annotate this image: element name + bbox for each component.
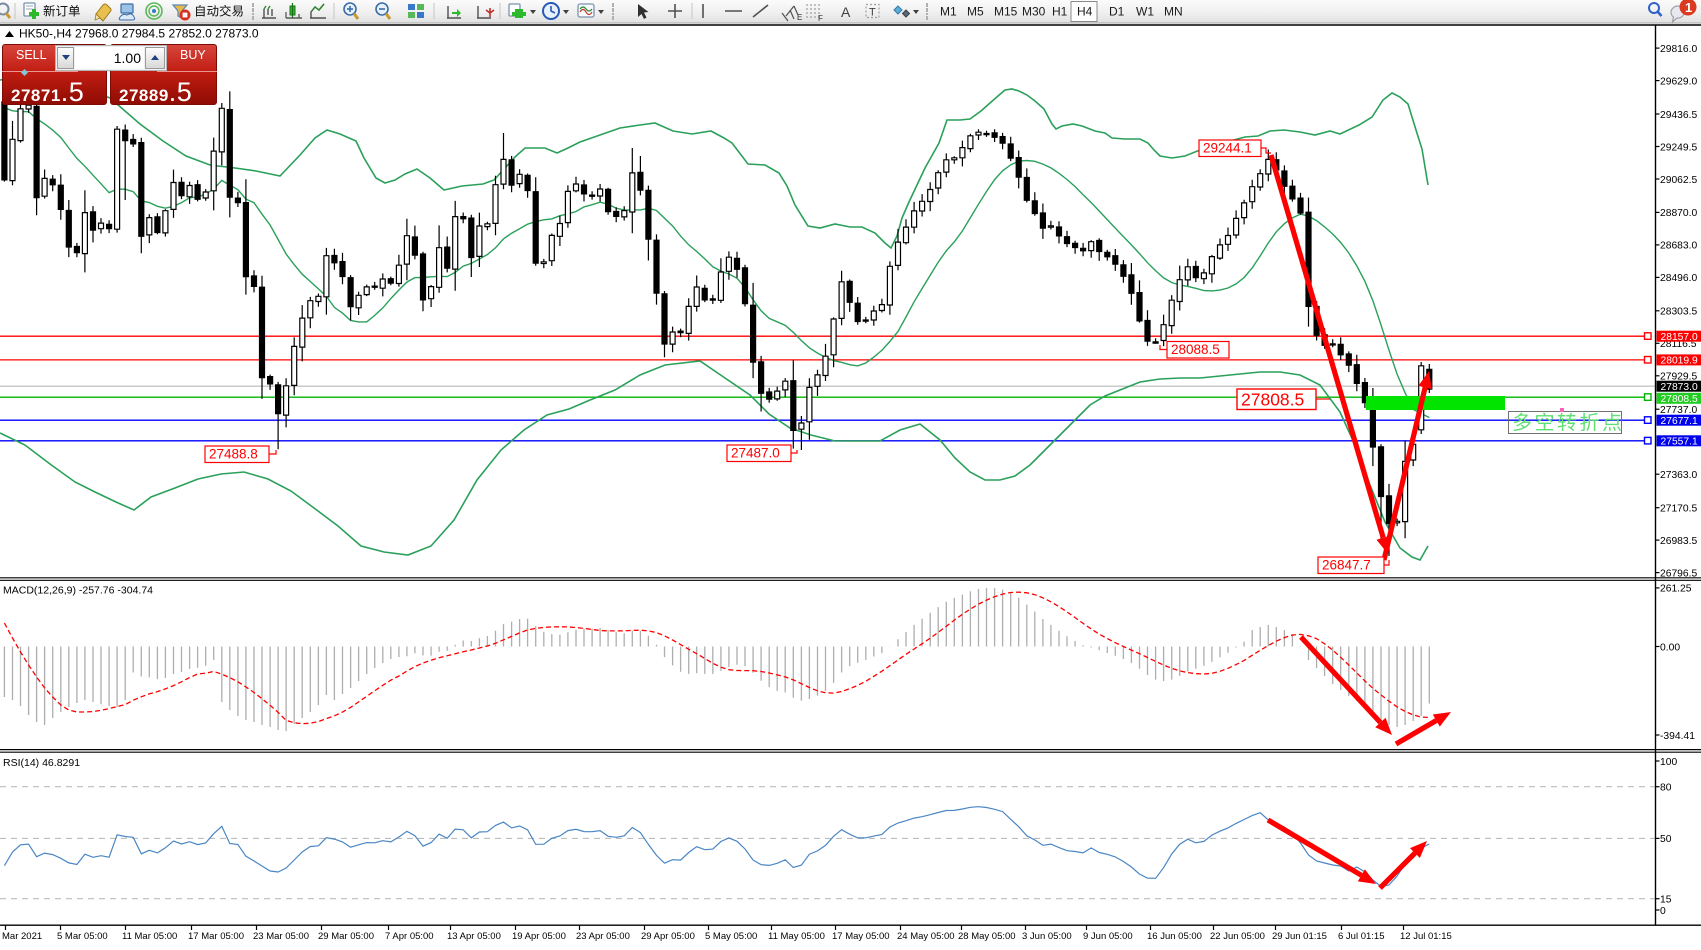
svg-text:29249.5: 29249.5 (1660, 142, 1697, 153)
svg-text:28019.9: 28019.9 (1661, 356, 1698, 367)
svg-text:261.25: 261.25 (1660, 584, 1692, 595)
svg-text:28496.0: 28496.0 (1660, 273, 1697, 284)
svg-text:80: 80 (1660, 783, 1672, 794)
svg-text:16 Jun 05:00: 16 Jun 05:00 (1147, 931, 1202, 942)
svg-text:17 May 05:00: 17 May 05:00 (832, 931, 890, 942)
svg-text:27363.0: 27363.0 (1660, 470, 1697, 481)
svg-text:T: T (869, 7, 876, 19)
svg-text:26847.7: 26847.7 (1322, 558, 1371, 573)
svg-text:29062.5: 29062.5 (1660, 175, 1697, 186)
svg-text:6 Jul 01:15: 6 Jul 01:15 (1338, 931, 1384, 942)
svg-text:17 Mar 05:00: 17 Mar 05:00 (188, 931, 244, 942)
svg-text:13 Apr 05:00: 13 Apr 05:00 (447, 931, 501, 942)
svg-text:0: 0 (1660, 906, 1666, 917)
svg-text:M5: M5 (967, 5, 984, 19)
svg-text:28157.0: 28157.0 (1661, 332, 1698, 343)
svg-text:1: 1 (1685, 0, 1692, 15)
svg-text:29244.1: 29244.1 (1203, 141, 1252, 156)
svg-text:24 May 05:00: 24 May 05:00 (897, 931, 955, 942)
svg-text:27737.0: 27737.0 (1660, 405, 1697, 416)
svg-text:15: 15 (1660, 895, 1672, 906)
svg-text:F: F (818, 14, 823, 23)
svg-text:27487.0: 27487.0 (731, 446, 780, 461)
svg-text:M15: M15 (994, 5, 1018, 19)
svg-text:MN: MN (1164, 5, 1183, 19)
svg-text:26983.5: 26983.5 (1660, 536, 1697, 547)
svg-text:29 Jun 01:15: 29 Jun 01:15 (1272, 931, 1327, 942)
svg-text:29816.0: 29816.0 (1660, 44, 1697, 55)
svg-text:5 Mar 05:00: 5 Mar 05:00 (57, 931, 108, 942)
svg-text:W1: W1 (1136, 5, 1154, 19)
svg-text:28 May 05:00: 28 May 05:00 (958, 931, 1016, 942)
svg-text:Mar 2021: Mar 2021 (2, 931, 42, 942)
svg-text:27488.8: 27488.8 (209, 447, 258, 462)
svg-text:27677.1: 27677.1 (1661, 416, 1698, 427)
svg-text:9 Jun 05:00: 9 Jun 05:00 (1083, 931, 1133, 942)
svg-text:23 Apr 05:00: 23 Apr 05:00 (576, 931, 630, 942)
svg-text:H4: H4 (1077, 5, 1093, 19)
svg-text:11 May 05:00: 11 May 05:00 (768, 931, 825, 942)
svg-text:23 Mar 05:00: 23 Mar 05:00 (253, 931, 309, 942)
svg-text:27170.5: 27170.5 (1660, 504, 1697, 515)
svg-text:3 Jun 05:00: 3 Jun 05:00 (1022, 931, 1072, 942)
svg-text:27557.1: 27557.1 (1661, 437, 1698, 448)
svg-text:27873.0: 27873.0 (1661, 382, 1698, 393)
svg-text:M1: M1 (940, 5, 957, 19)
svg-text:MACD(12,26,9) -257.76 -304.74: MACD(12,26,9) -257.76 -304.74 (3, 585, 153, 597)
svg-text:H1: H1 (1052, 5, 1068, 19)
svg-text:0.00: 0.00 (1660, 642, 1680, 653)
svg-text:-394.41: -394.41 (1660, 731, 1695, 742)
svg-text:12 Jul 01:15: 12 Jul 01:15 (1400, 931, 1452, 942)
svg-text:RSI(14) 46.8291: RSI(14) 46.8291 (3, 757, 80, 769)
svg-text:22 Jun 05:00: 22 Jun 05:00 (1210, 931, 1265, 942)
svg-text:11 Mar 05:00: 11 Mar 05:00 (122, 931, 177, 942)
svg-text:28303.5: 28303.5 (1660, 307, 1697, 318)
svg-text:M30: M30 (1022, 5, 1046, 19)
svg-text:E: E (797, 13, 802, 22)
svg-text:29436.5: 29436.5 (1660, 110, 1697, 121)
svg-text:28683.0: 28683.0 (1660, 241, 1697, 252)
svg-text:D1: D1 (1109, 5, 1125, 19)
svg-text:27808.5: 27808.5 (1661, 394, 1698, 405)
svg-text:50: 50 (1660, 834, 1672, 845)
svg-text:19 Apr 05:00: 19 Apr 05:00 (512, 931, 566, 942)
svg-text:A: A (841, 4, 851, 20)
svg-text:100: 100 (1660, 757, 1677, 768)
svg-text:29 Apr 05:00: 29 Apr 05:00 (641, 931, 695, 942)
svg-text:26796.5: 26796.5 (1660, 568, 1697, 579)
svg-text:27808.5: 27808.5 (1241, 390, 1304, 410)
svg-text:5 May 05:00: 5 May 05:00 (705, 931, 757, 942)
svg-text:28870.0: 28870.0 (1660, 208, 1697, 219)
svg-text:28088.5: 28088.5 (1171, 342, 1220, 357)
svg-text:7 Apr 05:00: 7 Apr 05:00 (385, 931, 434, 942)
svg-text:29629.0: 29629.0 (1660, 76, 1697, 87)
svg-text:29 Mar 05:00: 29 Mar 05:00 (318, 931, 374, 942)
